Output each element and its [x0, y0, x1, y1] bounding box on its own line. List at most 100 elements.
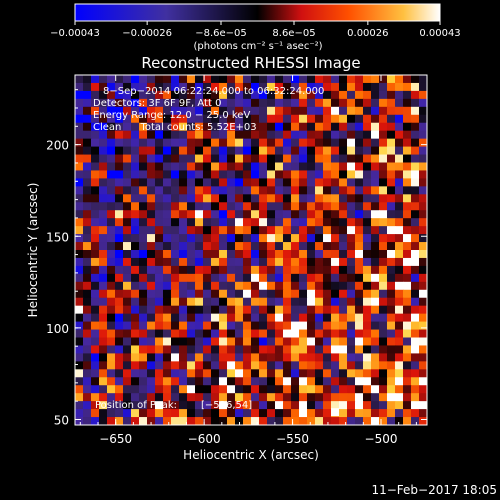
- heatmap-cell: [131, 409, 140, 418]
- heatmap-cell: [395, 146, 404, 156]
- heatmap-cell: [203, 265, 212, 275]
- heatmap-cell: [227, 98, 236, 108]
- heatmap-cell: [203, 82, 212, 92]
- heatmap-cell: [291, 186, 300, 195]
- heatmap-cell: [403, 337, 412, 346]
- heatmap-cell: [347, 146, 356, 156]
- heatmap-cell: [91, 146, 100, 156]
- heatmap-cell: [411, 377, 420, 386]
- heatmap-cell: [323, 377, 332, 386]
- heatmap-cell: [315, 353, 324, 362]
- heatmap-cell: [139, 146, 148, 156]
- heatmap-cell: [211, 409, 220, 418]
- heatmap-cell: [203, 401, 212, 410]
- heatmap-cell: [155, 114, 164, 124]
- heatmap-cell: [211, 369, 220, 378]
- heatmap-cell: [403, 75, 412, 84]
- heatmap-cell: [355, 393, 364, 402]
- heatmap-cell: [419, 305, 427, 315]
- heatmap-cell: [235, 361, 244, 370]
- heatmap-cell: [339, 289, 348, 299]
- heatmap-cell: [331, 321, 340, 331]
- heatmap-cell: [411, 417, 420, 425]
- heatmap-cell: [323, 210, 332, 219]
- heatmap-cell: [419, 194, 427, 203]
- heatmap-cell: [419, 377, 427, 386]
- heatmap-cell: [355, 154, 364, 163]
- heatmap-cell: [163, 393, 172, 402]
- heatmap-cell: [115, 250, 124, 259]
- heatmap-cell: [139, 353, 148, 362]
- heatmap-cell: [323, 234, 332, 243]
- heatmap-cell: [83, 98, 92, 108]
- heatmap-cell: [155, 321, 164, 331]
- heatmap-cell: [171, 234, 180, 243]
- heatmap-cell: [147, 257, 156, 267]
- heatmap-cell: [203, 202, 212, 211]
- heatmap-cell: [315, 154, 324, 163]
- heatmap-cell: [355, 210, 364, 219]
- heatmap-cell: [203, 146, 212, 156]
- heatmap-cell: [203, 369, 212, 378]
- heatmap-cell: [291, 82, 300, 92]
- heatmap-cell: [179, 337, 188, 346]
- heatmap-cell: [155, 130, 164, 140]
- heatmap-cell: [299, 194, 308, 203]
- heatmap-cell: [123, 385, 132, 394]
- colorbar-tick-label: −8.6e−05: [195, 28, 247, 39]
- heatmap-cell: [155, 409, 164, 418]
- heatmap-cell: [91, 130, 100, 140]
- heatmap-cell: [147, 146, 156, 156]
- heatmap-cell: [107, 202, 116, 211]
- heatmap-cell: [163, 273, 172, 283]
- heatmap-cell: [251, 265, 260, 275]
- heatmap-cell: [323, 218, 332, 227]
- heatmap-cell: [283, 329, 292, 338]
- heatmap-cell: [347, 401, 356, 410]
- heatmap-cell: [323, 345, 332, 354]
- heatmap-cell: [235, 186, 244, 195]
- heatmap-cell: [291, 401, 300, 410]
- heatmap-cell: [387, 106, 396, 116]
- heatmap-cell: [155, 417, 164, 425]
- heatmap-cell: [307, 162, 316, 171]
- heatmap-cell: [283, 305, 292, 315]
- heatmap-cell: [171, 409, 180, 418]
- heatmap-cell: [419, 401, 427, 410]
- heatmap-cell: [115, 122, 124, 132]
- heatmap-cell: [259, 281, 268, 291]
- heatmap-cell: [147, 242, 156, 251]
- heatmap-cell: [179, 82, 188, 92]
- heatmap-cell: [131, 257, 140, 267]
- heatmap-cell: [331, 138, 340, 148]
- heatmap-cell: [387, 186, 396, 195]
- heatmap-cell: [91, 98, 100, 108]
- heatmap-cell: [83, 234, 92, 243]
- heatmap-cell: [291, 226, 300, 235]
- heatmap-cell: [307, 242, 316, 251]
- heatmap-cell: [371, 226, 380, 235]
- heatmap-cell: [347, 393, 356, 402]
- heatmap-cell: [315, 98, 324, 108]
- heatmap-cell: [275, 401, 284, 410]
- heatmap-cell: [155, 401, 164, 410]
- heatmap-cell: [299, 257, 308, 267]
- heatmap-cell: [219, 409, 228, 418]
- heatmap-cell: [283, 75, 292, 84]
- heatmap-cell: [403, 202, 412, 211]
- heatmap-cell: [411, 369, 420, 378]
- heatmap-cell: [171, 313, 180, 323]
- heatmap-cell: [315, 218, 324, 227]
- heatmap-cell: [259, 297, 268, 307]
- heatmap-cell: [339, 194, 348, 203]
- heatmap-cell: [75, 210, 84, 219]
- colorbar-tick-label: 8.6e−05: [272, 28, 315, 39]
- heatmap-cell: [139, 393, 148, 402]
- heatmap-cell: [211, 337, 220, 346]
- heatmap-cell: [347, 369, 356, 378]
- heatmap-cell: [387, 90, 396, 100]
- heatmap-cell: [123, 273, 132, 283]
- heatmap-cell: [371, 377, 380, 386]
- heatmap-cell: [251, 297, 260, 307]
- heatmap-cell: [323, 329, 332, 338]
